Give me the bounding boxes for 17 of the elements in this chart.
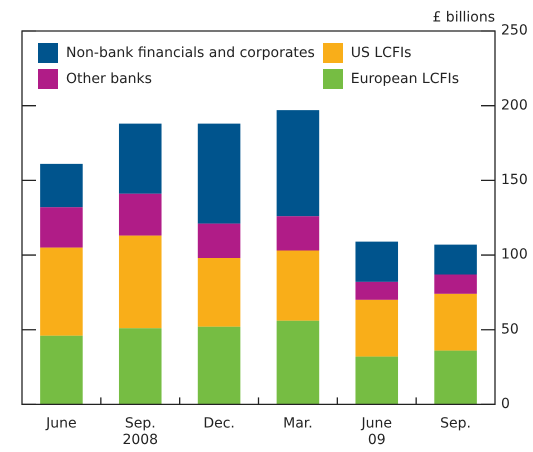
y-tick-label: 250: [501, 22, 528, 39]
x-tick-label: Mar.: [283, 415, 313, 432]
y-tick-label: 100: [501, 246, 528, 263]
legend-label: European LCFIs: [350, 71, 459, 87]
legend-label: US LCFIs: [350, 45, 412, 61]
y-tick-label: 200: [501, 97, 528, 114]
y-axis-title: £ billions: [432, 10, 495, 26]
x-tick-label: June 09: [360, 415, 392, 448]
legend-label: Non-bank financials and corporates: [66, 45, 315, 61]
x-tick-label: Sep. 2008: [122, 415, 158, 448]
y-tick-label: 0: [501, 396, 510, 412]
y-tick-label: 150: [501, 172, 528, 188]
y-tick-label: 50: [501, 321, 519, 338]
x-tick-label: Sep.: [440, 415, 472, 432]
x-tick-label: June: [45, 415, 77, 432]
x-tick-label: Dec.: [203, 415, 235, 432]
legend-label: Other banks: [66, 71, 152, 87]
